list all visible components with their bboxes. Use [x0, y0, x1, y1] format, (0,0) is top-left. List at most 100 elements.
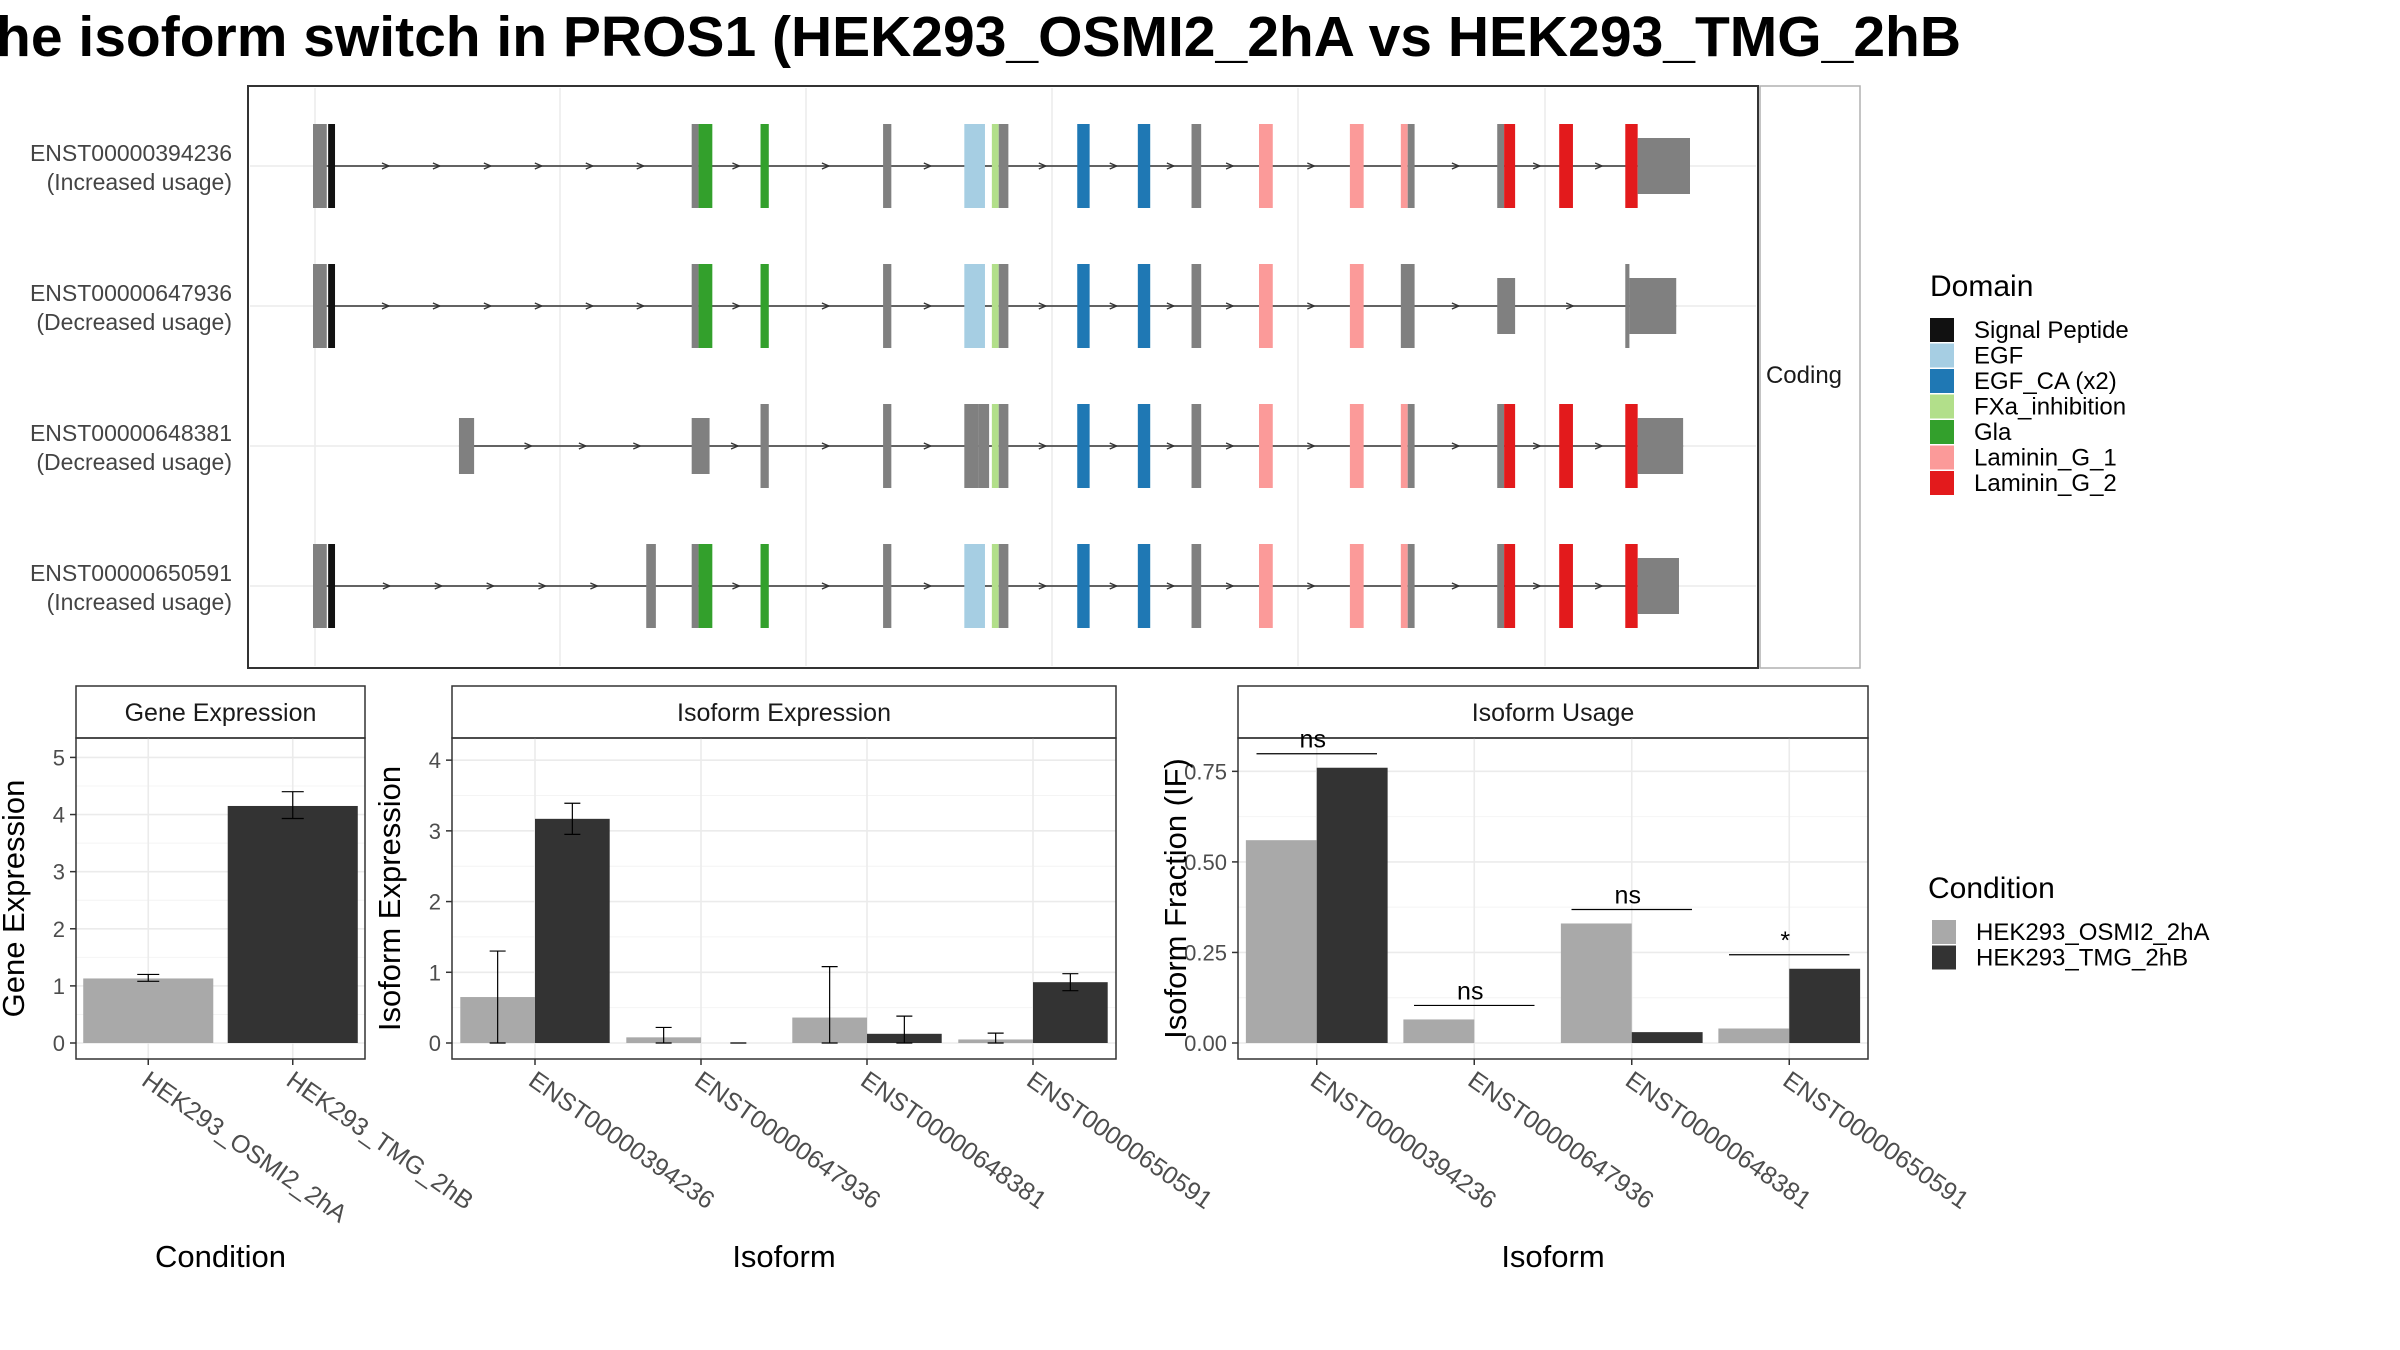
strand-arrow: [1225, 442, 1235, 450]
transcript-usage-label: (Increased usage): [47, 169, 232, 195]
exon-domain-fxa-inhibition: [991, 124, 999, 208]
strand-arrow: [486, 582, 496, 590]
exon-noncoding: [1497, 544, 1505, 628]
bar: [227, 805, 358, 1043]
strand-arrow: [1166, 442, 1176, 450]
strand-arrow: [382, 582, 392, 590]
legend-label: Laminin_G_2: [1974, 470, 2117, 497]
legend-label: EGF: [1974, 343, 2023, 370]
panel-title: Isoform Expression: [677, 699, 891, 727]
legend-label: HEK293_OSMI2_2hA: [1976, 919, 2209, 946]
strand-arrow: [923, 442, 933, 450]
panel-title: Gene Expression: [125, 699, 317, 727]
exon-noncoding: [883, 124, 892, 208]
exon-domain-laminin-g-1: [1400, 124, 1408, 208]
exon-domain-laminin-g-1: [1400, 404, 1408, 488]
y-tick-label: 2: [429, 890, 441, 915]
significance-label: ns: [1615, 881, 1641, 909]
strand-arrow: [821, 162, 831, 170]
strand-arrow: [732, 162, 742, 170]
exon-domain-laminin-g-2: [1559, 124, 1573, 208]
exon-domain-egf-ca-x2-: [1137, 544, 1151, 628]
facet-strip: [1759, 85, 1861, 669]
strand-arrow: [538, 582, 548, 590]
exon-domain-signal-peptide: [328, 544, 336, 628]
panel-strip: [451, 685, 1117, 739]
strand-arrow: [1166, 582, 1176, 590]
exon-domain-laminin-g-2: [1625, 124, 1638, 208]
facet-label: Coding: [1766, 362, 1842, 389]
bar: [1560, 923, 1632, 1043]
legend-swatch: [1930, 318, 1954, 342]
strand-arrow: [1451, 302, 1461, 310]
strand-arrow: [381, 162, 391, 170]
exon-noncoding: [1625, 264, 1630, 348]
transcript-id-label: ENST00000650591: [30, 560, 232, 586]
x-axis-title: Isoform: [732, 1239, 835, 1274]
exon-domain-gla: [698, 264, 713, 348]
exon-domain-gla: [698, 124, 713, 208]
strand-arrow: [432, 162, 442, 170]
significance-label: ns: [1457, 977, 1483, 1005]
exon-noncoding: [998, 124, 1009, 208]
legend-swatch: [1932, 945, 1956, 970]
exon-domain-signal-peptide: [328, 124, 336, 208]
legend-label: Gla: [1974, 419, 2012, 446]
exon-domain-egf: [964, 544, 985, 628]
legend-label: EGF_CA (x2): [1974, 368, 2117, 395]
bar: [535, 818, 610, 1043]
transcript-usage-label: (Increased usage): [47, 589, 232, 615]
exon-domain-laminin-g-1: [1258, 124, 1273, 208]
strand-arrow: [636, 302, 646, 310]
strand-arrow: [1307, 442, 1316, 450]
exon-domain-laminin-g-1: [1349, 544, 1364, 628]
exon-domain-laminin-g-1: [1400, 544, 1408, 628]
exon-noncoding: [1629, 278, 1677, 334]
legend-label: Laminin_G_1: [1974, 445, 2117, 472]
panel-frame: [451, 737, 1117, 1060]
y-tick-label: 1: [53, 974, 65, 999]
exon-domain-gla: [760, 264, 769, 348]
exon-noncoding: [1191, 404, 1202, 488]
y-tick-label: 0: [429, 1031, 441, 1056]
y-tick-label: 0.00: [1184, 1031, 1227, 1056]
exon-domain-fxa-inhibition: [991, 404, 999, 488]
legend-swatch: [1930, 420, 1954, 444]
strand-arrow: [578, 442, 588, 450]
strand-arrow: [483, 162, 493, 170]
strand-arrow: [821, 582, 831, 590]
exon-domain-laminin-g-1: [1258, 264, 1273, 348]
y-tick-label: 0.50: [1184, 850, 1227, 875]
transcript-row: ENST00000394236 (Increased usage): [30, 124, 1690, 208]
exon-noncoding: [1497, 404, 1505, 488]
strand-arrow: [1038, 162, 1048, 170]
strand-arrow: [381, 302, 391, 310]
exon-domain-egf-ca-x2-: [1077, 124, 1090, 208]
strand-arrow: [534, 162, 544, 170]
bar: [1718, 1028, 1790, 1043]
y-tick-label: 3: [429, 819, 441, 844]
exon-noncoding: [1407, 404, 1415, 488]
exon-noncoding: [1637, 418, 1684, 474]
strand-arrow: [1225, 162, 1235, 170]
bar: [1631, 1032, 1703, 1043]
strand-arrow: [1225, 582, 1235, 590]
exon-domain-laminin-g-2: [1504, 404, 1516, 488]
strand-arrow: [1451, 162, 1461, 170]
exon-noncoding: [1637, 558, 1679, 614]
exon-domain-signal-peptide: [328, 264, 336, 348]
strand-arrow: [923, 582, 933, 590]
legend-swatch: [1932, 920, 1956, 944]
exon-noncoding: [998, 404, 1009, 488]
strand-arrow: [730, 442, 740, 450]
exon-domain-egf-ca-x2-: [1137, 404, 1151, 488]
strand-arrow: [1565, 302, 1575, 310]
strand-arrow: [821, 442, 831, 450]
strand-arrow: [923, 302, 933, 310]
exon-domain-laminin-g-1: [1258, 404, 1273, 488]
transcript-usage-label: (Decreased usage): [36, 309, 232, 335]
strand-arrow: [1594, 162, 1604, 170]
exon-noncoding: [998, 264, 1009, 348]
strand-arrow: [636, 162, 646, 170]
